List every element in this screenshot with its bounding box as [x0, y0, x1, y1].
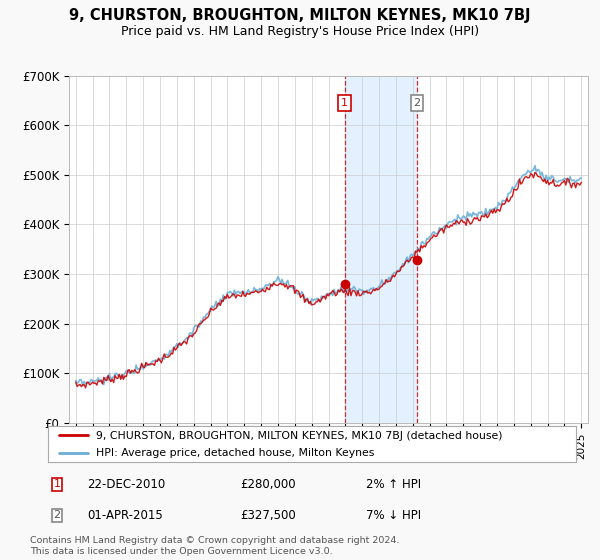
Text: 7% ↓ HPI: 7% ↓ HPI: [366, 508, 421, 522]
Text: 1: 1: [341, 98, 348, 108]
Text: 9, CHURSTON, BROUGHTON, MILTON KEYNES, MK10 7BJ (detached house): 9, CHURSTON, BROUGHTON, MILTON KEYNES, M…: [95, 431, 502, 441]
Text: £327,500: £327,500: [240, 508, 296, 522]
Text: 01-APR-2015: 01-APR-2015: [87, 508, 163, 522]
Text: Price paid vs. HM Land Registry's House Price Index (HPI): Price paid vs. HM Land Registry's House …: [121, 25, 479, 38]
Text: 2: 2: [53, 510, 61, 520]
Bar: [344, 76, 417, 423]
Text: £280,000: £280,000: [240, 478, 296, 491]
Text: 1: 1: [53, 479, 61, 489]
Text: 9, CHURSTON, BROUGHTON, MILTON KEYNES, MK10 7BJ: 9, CHURSTON, BROUGHTON, MILTON KEYNES, M…: [69, 8, 531, 24]
Text: 22-DEC-2010: 22-DEC-2010: [87, 478, 165, 491]
Text: Contains HM Land Registry data © Crown copyright and database right 2024.
This d: Contains HM Land Registry data © Crown c…: [30, 536, 400, 556]
Text: HPI: Average price, detached house, Milton Keynes: HPI: Average price, detached house, Milt…: [95, 448, 374, 458]
Text: 2: 2: [413, 98, 421, 108]
Text: 2% ↑ HPI: 2% ↑ HPI: [366, 478, 421, 491]
